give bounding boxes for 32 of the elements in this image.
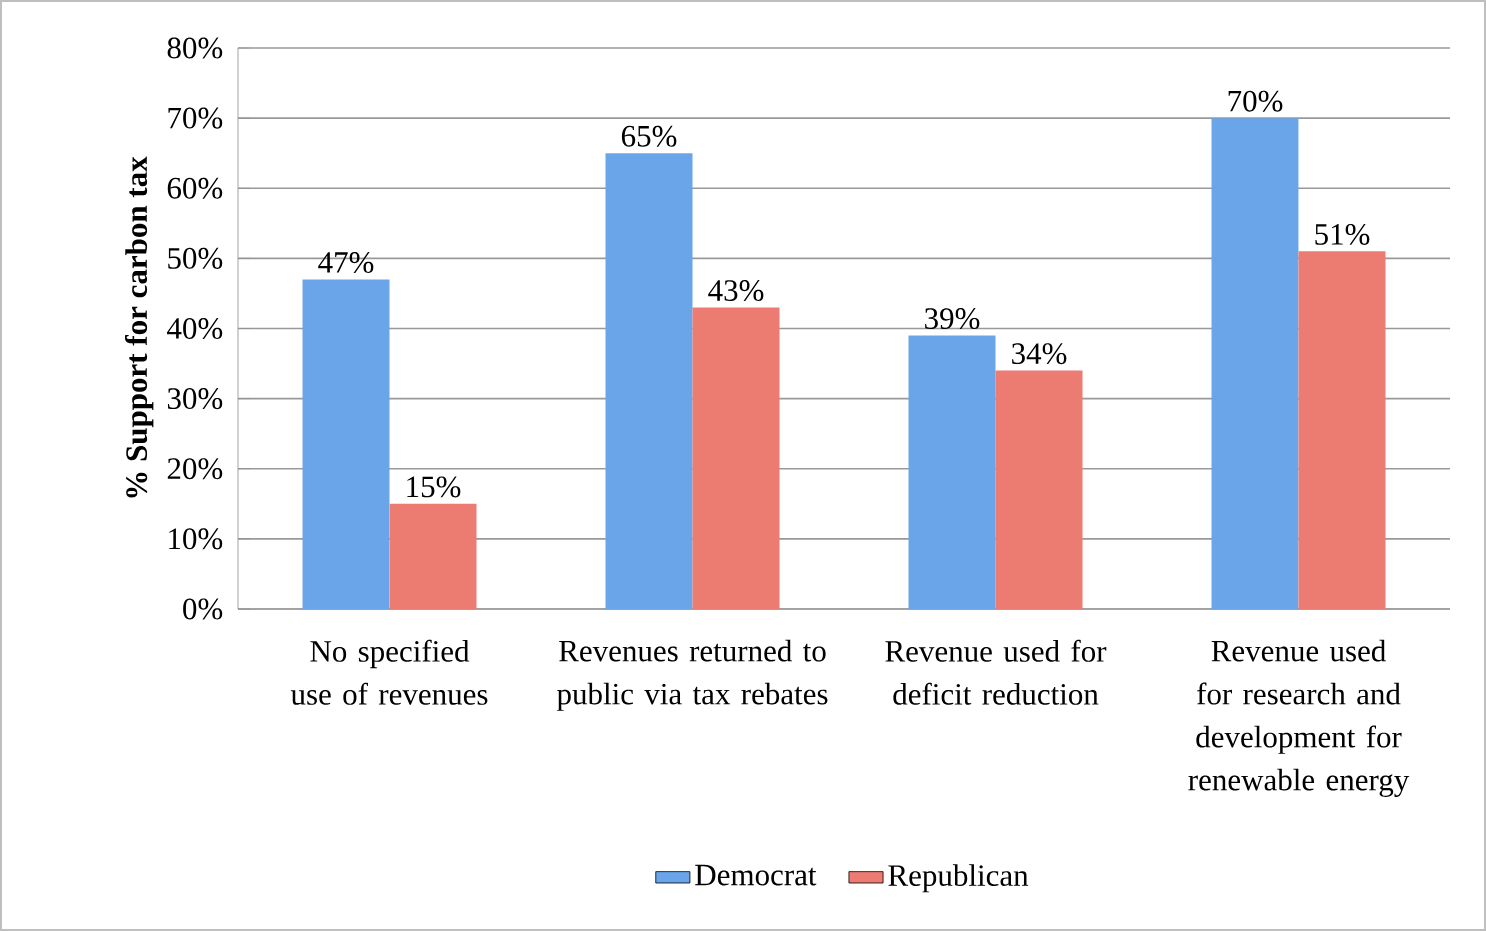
y-tick-label: 0% (183, 598, 223, 620)
data-label: 47% (318, 252, 374, 274)
x-tick-label: Revenue used for deficit reduction (885, 639, 1107, 705)
y-tick-label: 40% (167, 318, 223, 340)
data-label: 15% (407, 476, 461, 498)
y-tick-label: 60% (167, 177, 223, 199)
y-tick-label: 50% (168, 247, 223, 269)
legend-label: Republican (888, 864, 1029, 893)
data-label: 51% (1315, 223, 1370, 245)
y-tick-label: 20% (167, 458, 223, 480)
data-label: 43% (708, 280, 764, 302)
x-tick-label: Revenue used for research and development for renewable energy (1188, 639, 1410, 797)
y-tick-label: 10% (169, 528, 223, 550)
y-axis-title: % Support for carbon tax (124, 156, 154, 498)
bar (302, 279, 390, 609)
bar (995, 370, 1083, 609)
bar (1211, 118, 1299, 609)
y-tick-label: 70% (168, 107, 223, 129)
bar (389, 503, 477, 609)
legend-label: Democrat (695, 864, 817, 886)
y-tick-label: 80% (167, 37, 223, 59)
bar (1298, 251, 1386, 609)
x-tick-label: No specified use of revenues (290, 639, 488, 705)
data-label: 65% (621, 125, 677, 147)
data-label: 39% (925, 308, 980, 330)
bar (908, 335, 996, 609)
y-tick-label: 30% (167, 388, 223, 410)
data-label: 70% (1228, 90, 1283, 112)
x-tick-label: Revenues returned to public via tax rebates (557, 639, 828, 711)
data-label: 34% (1012, 343, 1067, 365)
bar (605, 153, 693, 609)
bar (692, 307, 780, 609)
